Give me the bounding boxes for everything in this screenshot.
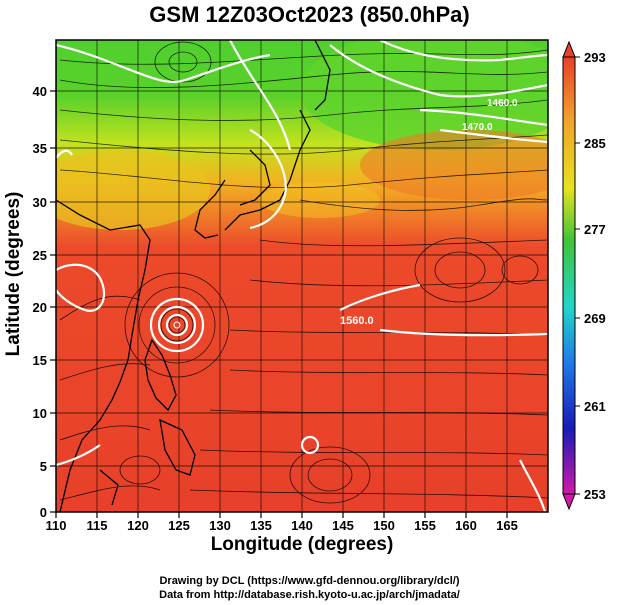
x-tick-label: 150 bbox=[373, 518, 395, 533]
x-tick-label: 155 bbox=[414, 518, 436, 533]
x-tick-label: 140 bbox=[291, 518, 313, 533]
colorbar-label: 277 bbox=[584, 222, 606, 237]
map-title: GSM 12Z03Oct2023 (850.0hPa) bbox=[149, 2, 470, 27]
axis-tick-marks bbox=[50, 90, 508, 518]
lat-lon-grid bbox=[56, 40, 548, 512]
contour-label-1460: 1460.0 bbox=[487, 98, 518, 109]
x-tick-label: 145 bbox=[332, 518, 354, 533]
colorbar-label: 285 bbox=[584, 136, 606, 151]
x-tick-label: 115 bbox=[87, 518, 108, 533]
x-tick-label: 120 bbox=[127, 518, 149, 533]
x-tick-label: 135 bbox=[250, 518, 272, 533]
y-tick-label: 25 bbox=[33, 248, 47, 263]
coastlines bbox=[56, 40, 331, 512]
colorbar-label: 253 bbox=[584, 487, 606, 502]
credit-data-source: Data from http://database.rish.kyoto-u.a… bbox=[159, 589, 460, 601]
x-tick-labels: 110 115 120 125 130 135 140 145 150 155 … bbox=[46, 518, 518, 533]
y-tick-label: 10 bbox=[33, 406, 47, 421]
x-tick-label: 165 bbox=[496, 518, 518, 533]
wind-streamlines bbox=[59, 41, 548, 504]
y-tick-labels: 0 5 10 15 20 25 30 35 40 bbox=[33, 84, 47, 520]
contour-label-1560: 1560.0 bbox=[340, 315, 374, 327]
y-axis-label: Latitude (degrees) bbox=[3, 191, 24, 357]
x-axis-label: Longitude (degrees) bbox=[210, 534, 394, 555]
x-tick-label: 110 bbox=[46, 518, 67, 533]
y-tick-label: 35 bbox=[33, 141, 47, 156]
y-tick-label: 40 bbox=[33, 84, 47, 99]
y-tick-label: 20 bbox=[33, 300, 47, 315]
x-tick-label: 160 bbox=[455, 518, 477, 533]
x-tick-label: 125 bbox=[168, 518, 190, 533]
credit-drawing: Drawing by DCL (https://www.gfd-dennou.o… bbox=[159, 575, 460, 587]
colorbar-label: 293 bbox=[584, 50, 606, 65]
colorbar-label: 269 bbox=[584, 311, 606, 326]
colorbar-label: 261 bbox=[584, 399, 606, 414]
y-tick-label: 5 bbox=[40, 459, 47, 474]
x-tick-label: 130 bbox=[209, 518, 231, 533]
y-tick-label: 0 bbox=[40, 505, 47, 520]
geopotential-contours bbox=[56, 40, 548, 512]
contour-label-1470: 1470.0 bbox=[462, 122, 493, 133]
y-tick-label: 30 bbox=[33, 195, 47, 210]
plot-area: 1560.0 1460.0 1470.0 bbox=[56, 40, 548, 512]
colorbar: 293 285 277 269 261 253 bbox=[562, 40, 606, 511]
y-tick-label: 15 bbox=[33, 353, 47, 368]
